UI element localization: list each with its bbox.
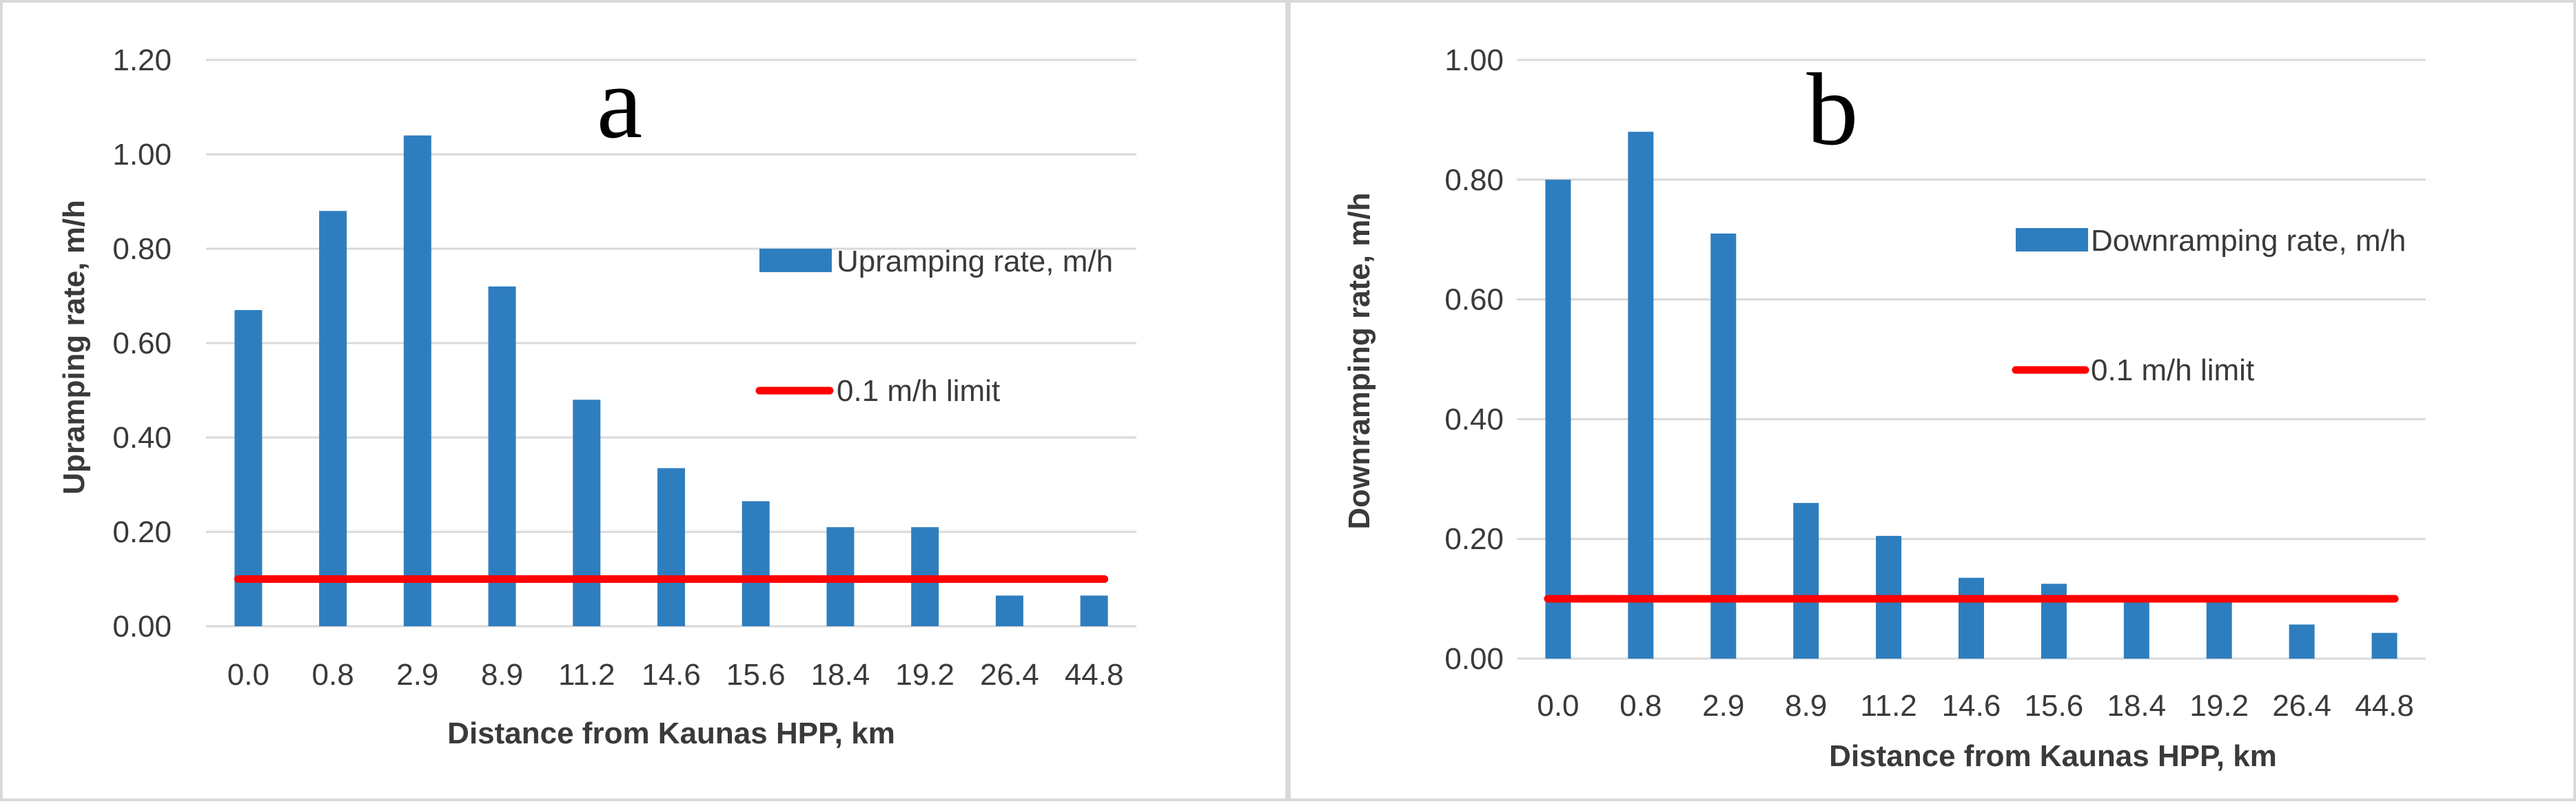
y-tick-label: 0.20 bbox=[112, 515, 172, 549]
bar bbox=[573, 400, 601, 626]
x-tick-label: 8.9 bbox=[481, 658, 523, 692]
y-axis-title: Downramping rate, m/h bbox=[1342, 193, 1376, 530]
legend-bar-label: Downramping rate, m/h bbox=[2091, 224, 2406, 258]
bar bbox=[657, 468, 685, 626]
bar bbox=[1959, 577, 1984, 659]
bar bbox=[1793, 503, 1819, 659]
y-tick-label: 0.80 bbox=[112, 232, 172, 266]
y-tick-label: 1.00 bbox=[112, 138, 172, 172]
bar bbox=[234, 310, 263, 626]
legend-bar-label: Upramping rate, m/h bbox=[837, 245, 1113, 278]
legend-bar-swatch bbox=[2016, 228, 2088, 251]
x-tick-label: 26.4 bbox=[2272, 689, 2331, 723]
y-tick-label: 0.60 bbox=[1444, 283, 1504, 317]
panel-label: b bbox=[1807, 52, 1859, 167]
y-tick-label: 1.20 bbox=[112, 43, 172, 77]
x-tick-label: 44.8 bbox=[1065, 658, 1124, 692]
panel-label: a bbox=[597, 45, 643, 160]
x-tick-label: 15.6 bbox=[726, 658, 786, 692]
x-tick-label: 0.8 bbox=[1619, 689, 1662, 723]
chart-a-svg: 0.00 0.20 0.40 0.60 0.80 1.00 1.20 0.0 0.8 2.9 8.9… bbox=[57, 43, 1136, 750]
bar bbox=[1545, 179, 1571, 659]
x-tick-label: 18.4 bbox=[2107, 689, 2166, 723]
y-tick-label: 0.80 bbox=[1444, 163, 1504, 197]
bar bbox=[742, 501, 770, 626]
y-tick-label: 0.40 bbox=[1444, 402, 1504, 436]
x-tick-label: 2.9 bbox=[1702, 689, 1744, 723]
x-tick-label: 8.9 bbox=[1785, 689, 1827, 723]
bar bbox=[1628, 132, 1654, 659]
x-tick-label: 11.2 bbox=[1860, 689, 1916, 723]
bar bbox=[488, 286, 516, 626]
x-tick-label: 26.4 bbox=[980, 658, 1039, 692]
x-tick-label: 19.2 bbox=[2189, 689, 2249, 723]
x-tick-label: 15.6 bbox=[2025, 689, 2084, 723]
bar bbox=[2123, 599, 2149, 659]
chart-panel-b: 0.00 0.20 0.40 0.60 0.80 1.00 0.0 0.8 2.9 8.9 11.2… bbox=[1288, 0, 2576, 801]
x-tick-label: 14.6 bbox=[642, 658, 701, 692]
y-tick-label: 1.00 bbox=[1444, 43, 1504, 77]
x-axis-title: Distance from Kaunas HPP, km bbox=[447, 717, 895, 750]
bar bbox=[1080, 595, 1108, 626]
y-tick-label: 0.00 bbox=[112, 610, 172, 643]
chart-b-svg: 0.00 0.20 0.40 0.60 0.80 1.00 0.0 0.8 2.9 8.9 11.2… bbox=[1342, 43, 2426, 773]
bar bbox=[2371, 632, 2398, 659]
y-tick-label: 0.20 bbox=[1444, 522, 1504, 556]
x-tick-label: 18.4 bbox=[811, 658, 870, 692]
legend-line-label: 0.1 m/h limit bbox=[837, 374, 1000, 408]
legend-bar-swatch bbox=[759, 249, 832, 272]
x-tick-label: 0.0 bbox=[1537, 689, 1579, 723]
x-tick-label: 19.2 bbox=[895, 658, 954, 692]
x-tick-label: 11.2 bbox=[558, 658, 615, 692]
bar bbox=[319, 211, 347, 626]
x-tick-label: 44.8 bbox=[2355, 689, 2414, 723]
x-axis-title: Distance from Kaunas HPP, km bbox=[1829, 739, 2277, 773]
bar bbox=[995, 595, 1023, 626]
x-tick-label: 2.9 bbox=[396, 658, 438, 692]
bar bbox=[2206, 599, 2232, 659]
chart-panel-a: 0.00 0.20 0.40 0.60 0.80 1.00 1.20 0.0 0.8 2.9 8.9… bbox=[0, 0, 1288, 801]
y-tick-label: 0.00 bbox=[1444, 642, 1504, 676]
y-axis-title: Upramping rate, m/h bbox=[57, 200, 91, 495]
x-tick-label: 14.6 bbox=[1942, 689, 2001, 723]
bar bbox=[1710, 234, 1737, 659]
y-tick-label: 0.60 bbox=[112, 327, 172, 360]
x-tick-label: 0.8 bbox=[312, 658, 354, 692]
x-tick-label: 0.0 bbox=[227, 658, 269, 692]
bar bbox=[403, 135, 431, 627]
y-tick-label: 0.40 bbox=[112, 421, 172, 455]
bar bbox=[2289, 624, 2315, 659]
legend-line-label: 0.1 m/h limit bbox=[2091, 353, 2254, 387]
